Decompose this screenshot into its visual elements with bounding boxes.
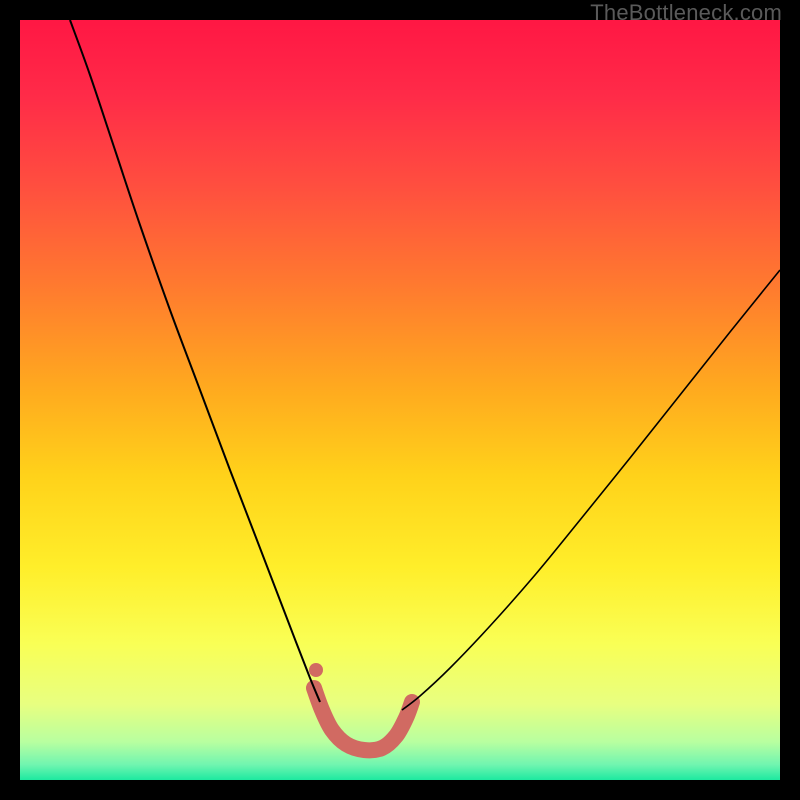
curves-layer — [20, 20, 780, 780]
highlight-segment — [314, 688, 412, 750]
curve-left — [70, 20, 320, 702]
plot-area — [20, 20, 780, 780]
watermark-text: TheBottleneck.com — [590, 0, 782, 26]
highlight-dot — [309, 663, 323, 677]
outer-frame: TheBottleneck.com — [0, 0, 800, 800]
curve-right — [402, 270, 780, 710]
